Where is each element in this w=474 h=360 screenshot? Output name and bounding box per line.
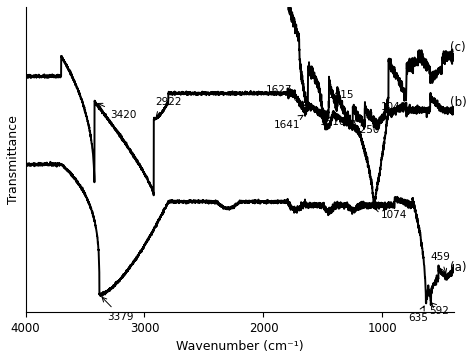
Text: 1627: 1627 <box>266 85 304 105</box>
Text: 592: 592 <box>429 303 449 316</box>
Text: 635: 635 <box>408 306 428 323</box>
X-axis label: Wavenumber (cm⁻¹): Wavenumber (cm⁻¹) <box>176 340 303 353</box>
Text: 1641: 1641 <box>274 115 303 130</box>
Text: (b): (b) <box>450 96 466 109</box>
Text: (c): (c) <box>450 41 465 54</box>
Text: 1040: 1040 <box>381 102 408 121</box>
Text: 1510: 1510 <box>319 110 346 127</box>
Text: (a): (a) <box>450 261 466 274</box>
Text: 1074: 1074 <box>375 207 408 220</box>
Text: 1250: 1250 <box>354 121 380 135</box>
Text: 1415: 1415 <box>328 90 354 108</box>
Text: 2922: 2922 <box>155 98 182 116</box>
Text: 459: 459 <box>431 252 451 273</box>
Text: 3379: 3379 <box>102 297 134 321</box>
Y-axis label: Transmittance: Transmittance <box>7 115 20 204</box>
Text: 3420: 3420 <box>98 103 136 120</box>
